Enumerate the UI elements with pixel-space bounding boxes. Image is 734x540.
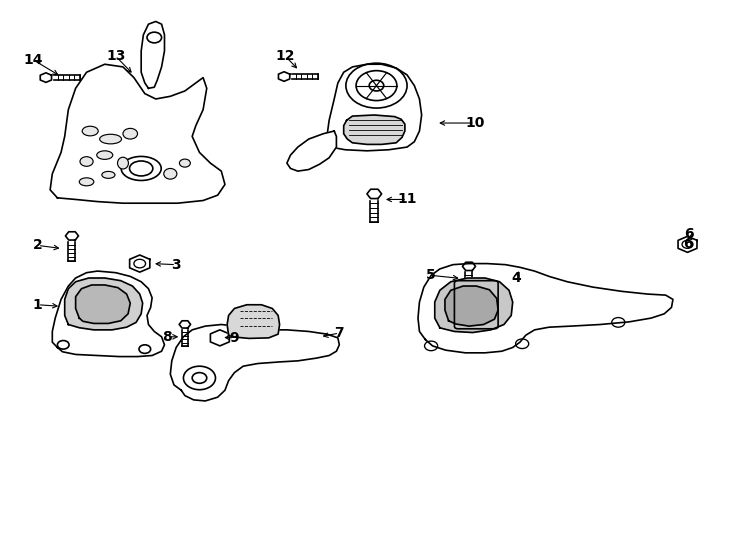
Ellipse shape [117,157,128,169]
Text: 4: 4 [512,271,521,285]
Polygon shape [76,285,130,323]
Ellipse shape [123,129,137,139]
Text: 14: 14 [23,53,43,67]
Text: 13: 13 [106,49,126,63]
Ellipse shape [102,171,115,178]
Text: 12: 12 [276,49,295,63]
Ellipse shape [80,157,93,166]
Text: 10: 10 [465,116,484,130]
Text: 6: 6 [683,238,692,251]
Ellipse shape [79,178,94,186]
Text: 2: 2 [33,239,43,252]
Polygon shape [141,22,164,88]
Polygon shape [50,64,225,203]
Polygon shape [170,325,339,401]
Polygon shape [418,264,673,353]
Ellipse shape [82,126,98,136]
Polygon shape [227,305,280,339]
Ellipse shape [164,168,177,179]
Text: 1: 1 [33,298,43,312]
Text: 6: 6 [684,227,694,241]
Ellipse shape [179,159,190,167]
Polygon shape [435,278,512,333]
Ellipse shape [97,151,113,159]
Text: 9: 9 [230,331,239,345]
Text: 7: 7 [335,326,344,340]
Polygon shape [287,131,336,171]
Polygon shape [52,271,164,356]
Polygon shape [65,278,142,330]
Polygon shape [445,286,498,326]
Text: 11: 11 [397,192,417,206]
Text: 3: 3 [171,258,181,272]
Polygon shape [327,64,421,151]
Text: 8: 8 [161,330,172,344]
Ellipse shape [100,134,122,144]
Text: 5: 5 [426,268,436,282]
Polygon shape [344,115,405,144]
